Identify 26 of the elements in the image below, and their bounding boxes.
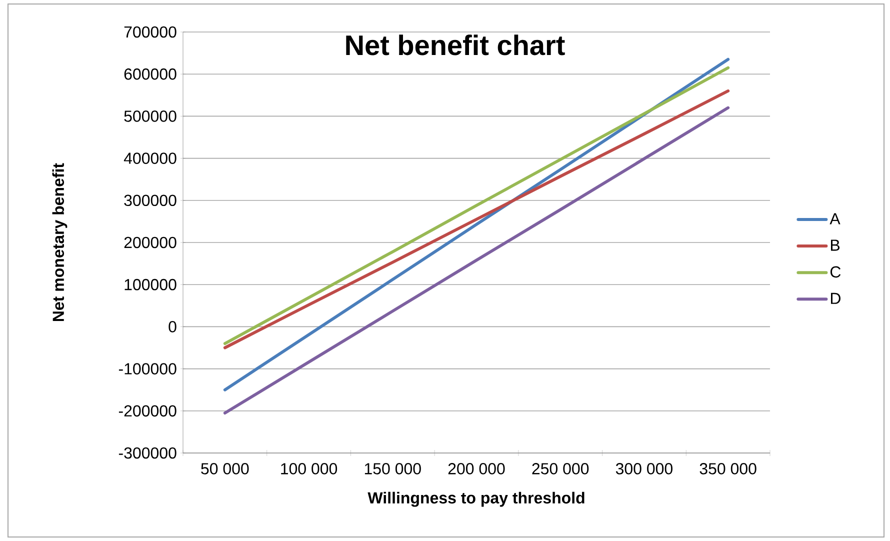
x-tick-label: 350 000 xyxy=(700,463,756,474)
y-tick-label: 200000 xyxy=(124,236,176,248)
x-tick-label: 200 000 xyxy=(448,463,505,474)
x-tick-label: 300 000 xyxy=(616,463,672,474)
x-tick-label: 100 000 xyxy=(281,463,338,474)
x-axis-title: Willingness to pay threshold xyxy=(368,492,584,507)
y-tick-label: -200000 xyxy=(118,405,176,417)
y-tick-label: 700000 xyxy=(124,26,176,38)
line-series xyxy=(223,106,730,415)
legend-label: B xyxy=(830,240,840,251)
legend-label: A xyxy=(830,213,840,224)
y-tick-label: -100000 xyxy=(118,363,176,374)
y-tick-label: 600000 xyxy=(124,68,176,80)
y-tick-label: 0 xyxy=(168,321,176,332)
y-tick-label: 100000 xyxy=(124,278,176,290)
chart-title: Net benefit chart xyxy=(346,34,565,56)
y-tick-label: 300000 xyxy=(124,194,176,206)
x-tick-label: 250 000 xyxy=(532,463,589,474)
legend-label: D xyxy=(830,292,840,304)
x-tick-label: 50 000 xyxy=(201,463,249,474)
y-tick-label: 400000 xyxy=(124,152,176,164)
y-axis-title: Net monetary benefit xyxy=(52,163,68,321)
legend-label: C xyxy=(830,266,841,278)
x-tick-label: 150 000 xyxy=(364,463,421,474)
y-tick-label: 500000 xyxy=(124,110,176,122)
y-tick-label: -300000 xyxy=(118,447,176,459)
